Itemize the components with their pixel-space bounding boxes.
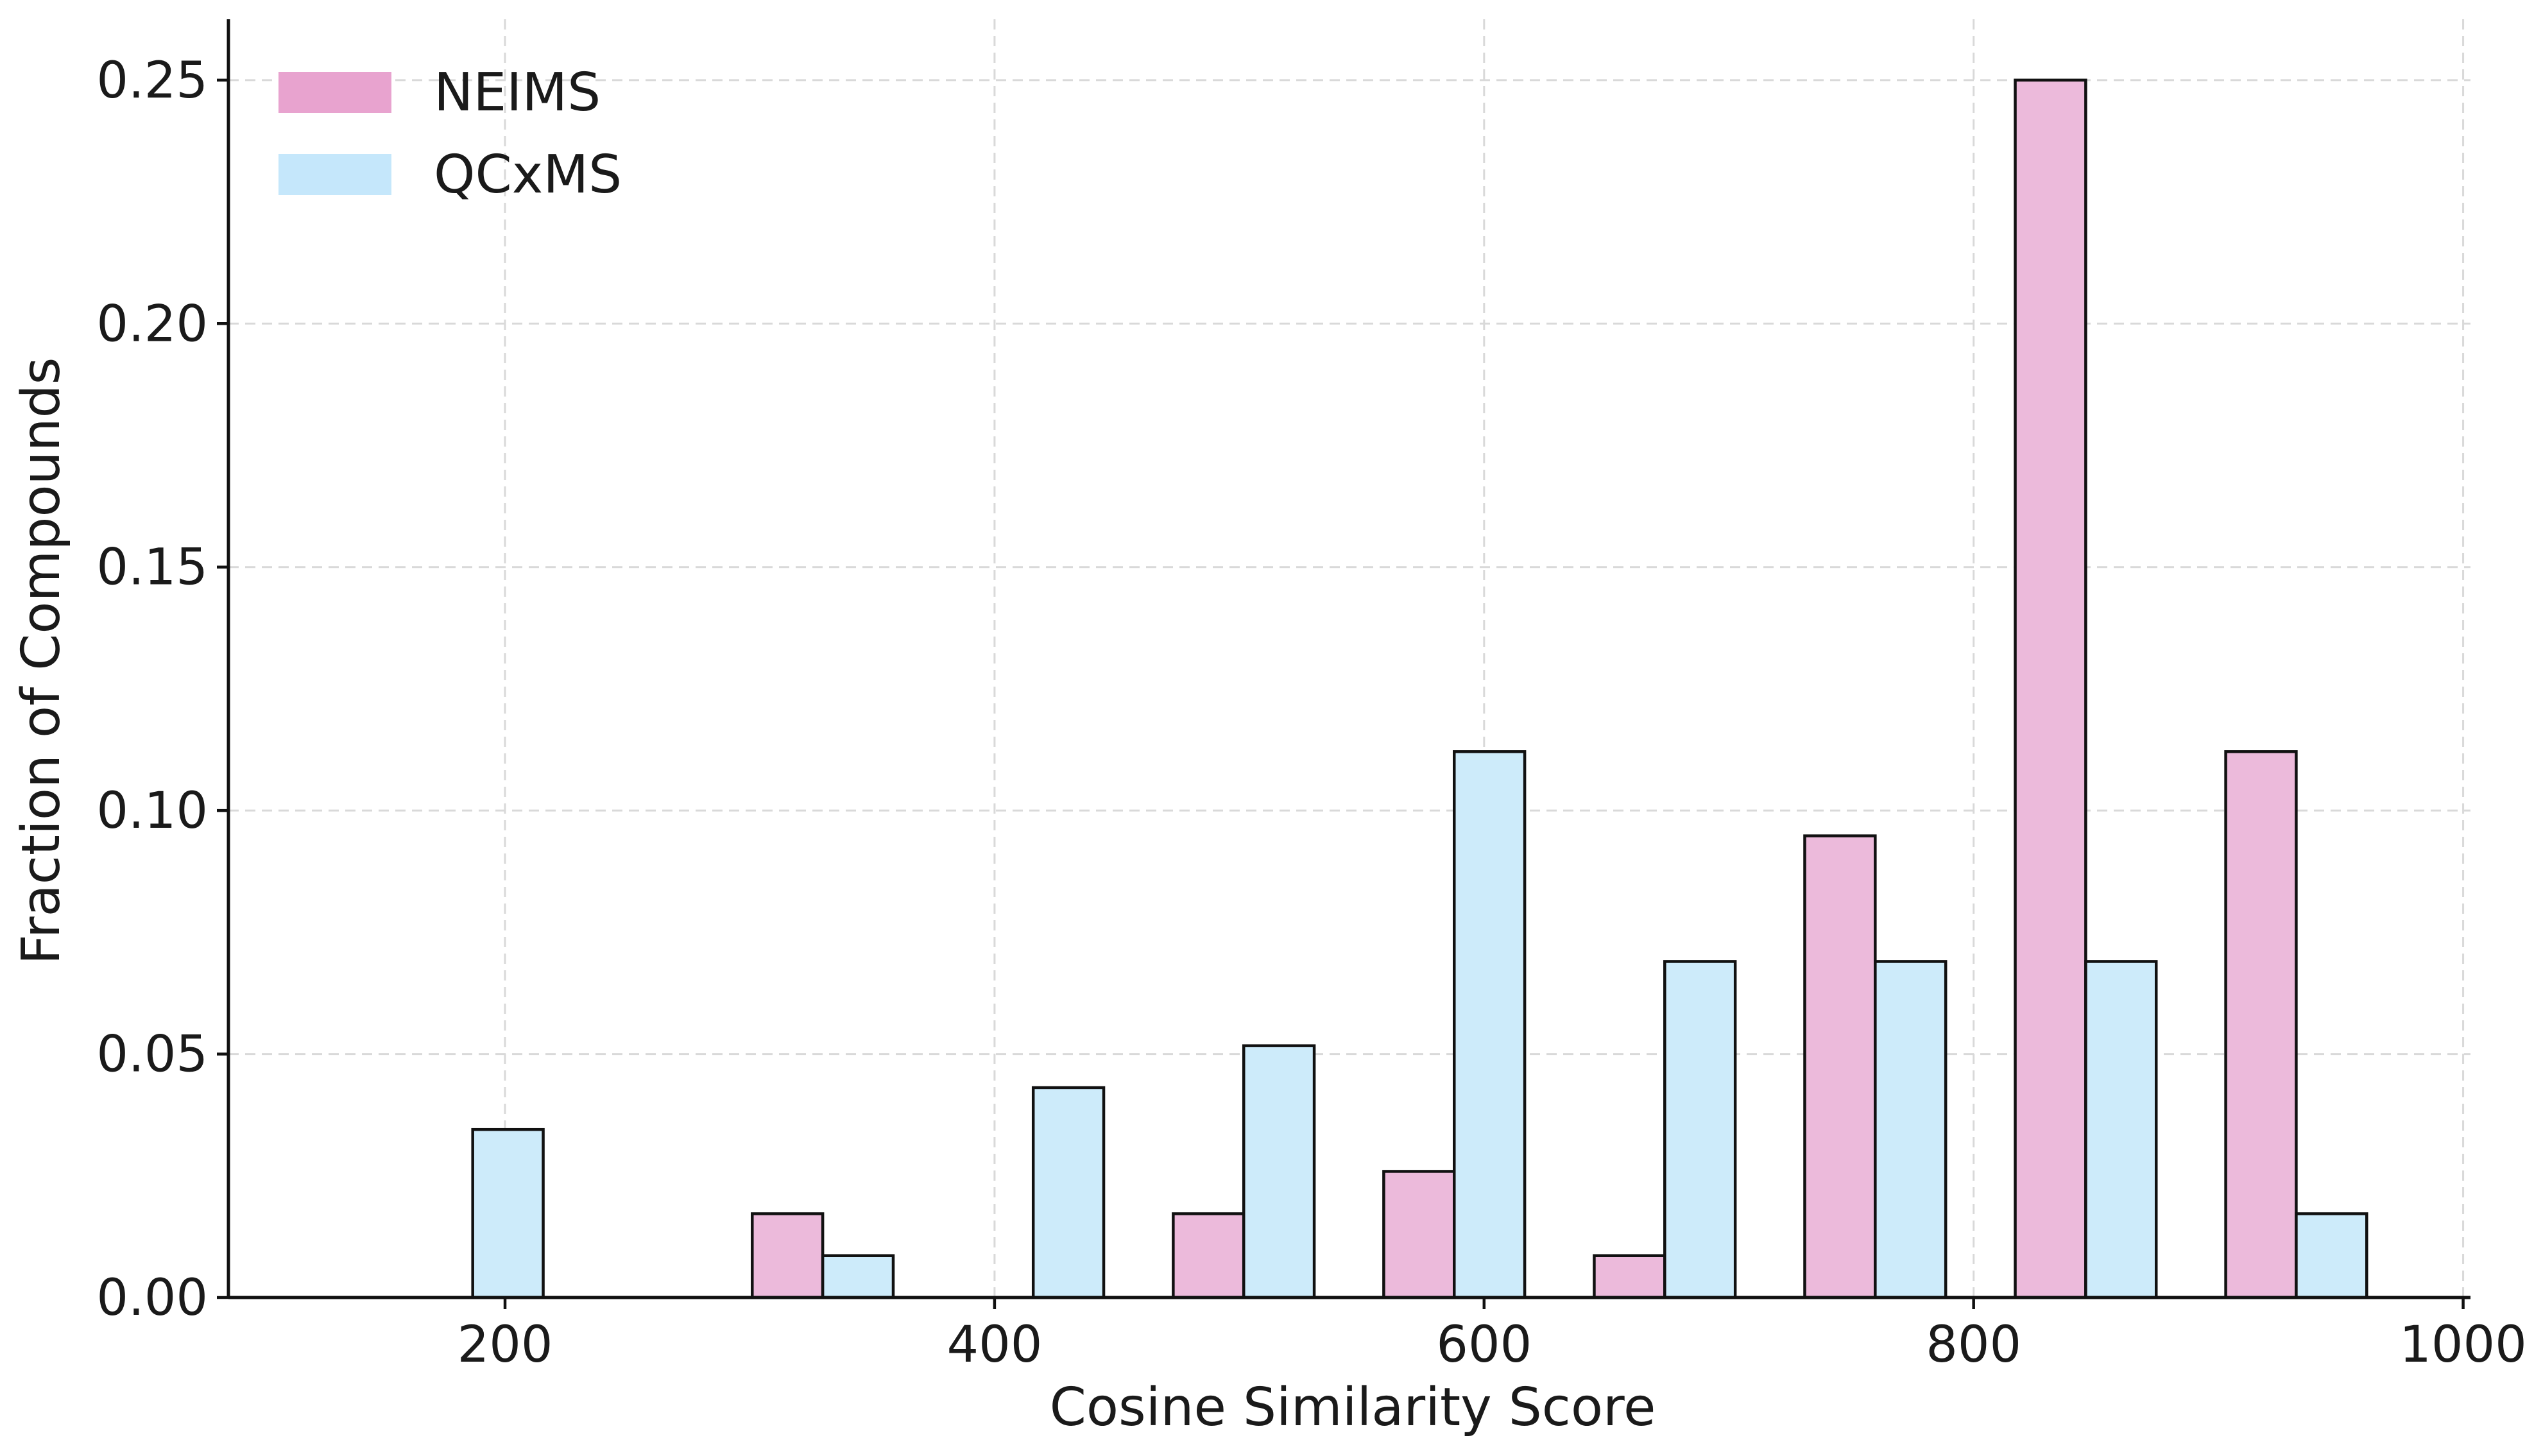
grid-lines (228, 19, 2470, 1298)
neims-bar (1172, 1212, 1246, 1299)
neims-bar (1593, 1254, 1666, 1299)
x-tick-label: 600 (1436, 1316, 1532, 1374)
legend: NEIMS QCxMS (278, 62, 622, 205)
qcxms-bar (1874, 960, 1948, 1299)
neims-bar (2014, 78, 2087, 1299)
x-tick-label: 200 (458, 1316, 553, 1374)
qcxms-bar (2295, 1212, 2368, 1299)
y-axis-title: Fraction of Compounds (11, 357, 72, 965)
y-tick-label: 0.10 (96, 782, 208, 840)
legend-swatch-qcxms (278, 154, 391, 195)
y-tick-label: 0.15 (96, 539, 208, 597)
qcxms-bar (821, 1254, 895, 1299)
legend-label-neims: NEIMS (434, 62, 601, 123)
x-tick-label: 800 (1926, 1316, 2021, 1374)
neims-bar (1803, 834, 1877, 1299)
axes: 200 400 600 800 1000 0.00 0.05 0.10 0.15 0.20 0.25 (96, 19, 2527, 1374)
neims-bar (1382, 1170, 1456, 1299)
x-tick-label: 400 (946, 1316, 1042, 1374)
qcxms-bar (471, 1127, 545, 1299)
qcxms-bar (1242, 1044, 1316, 1299)
y-tick-label: 0.20 (96, 295, 208, 353)
neims-bar (751, 1212, 825, 1299)
qcxms-bar (1663, 960, 1737, 1299)
x-axis-title: Cosine Similarity Score (1050, 1377, 1656, 1438)
y-tick-label: 0.25 (96, 52, 208, 110)
qcxms-bar (1031, 1086, 1106, 1299)
legend-swatch-neims (278, 72, 391, 113)
bars (471, 78, 2368, 1299)
neims-bar (2224, 750, 2298, 1299)
qcxms-bar (2084, 960, 2158, 1299)
legend-label-qcxms: QCxMS (434, 144, 622, 205)
y-tick-label: 0.05 (96, 1026, 208, 1084)
y-tick-label: 0.00 (96, 1269, 208, 1327)
qcxms-bar (1453, 750, 1527, 1299)
x-tick-label: 1000 (2399, 1316, 2527, 1374)
